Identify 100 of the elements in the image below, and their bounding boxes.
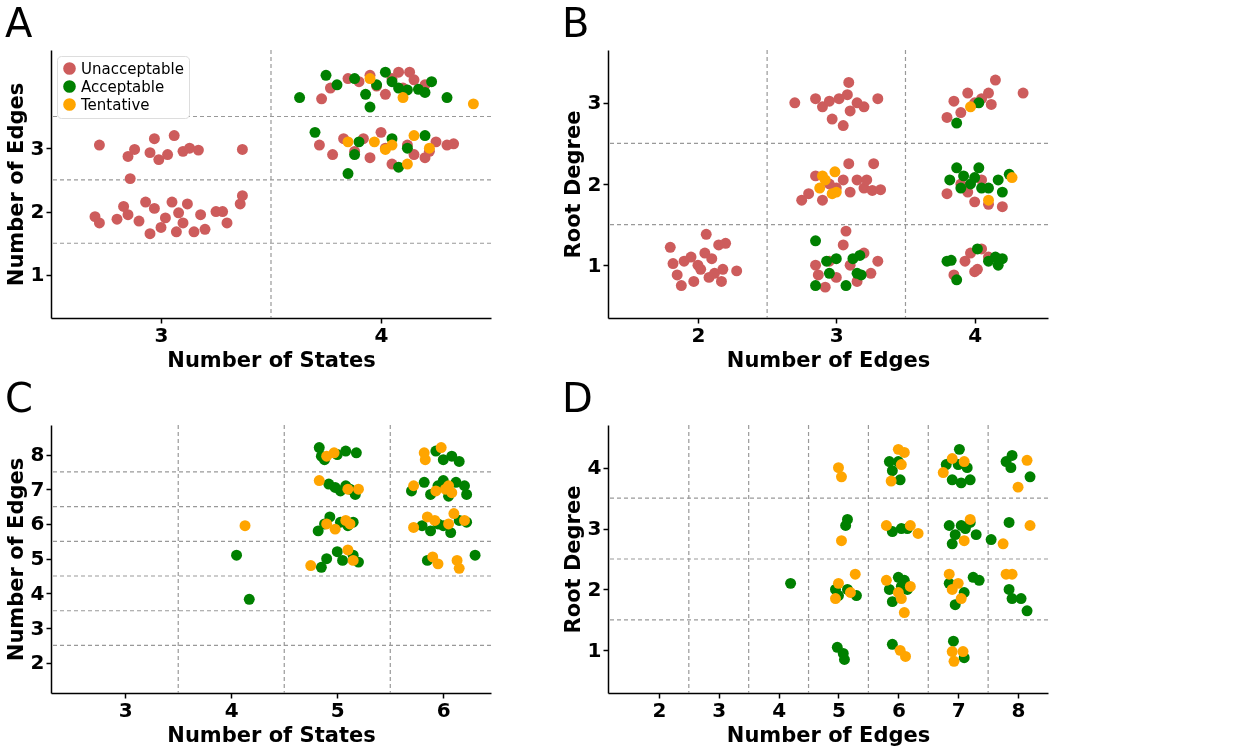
point (898, 607, 910, 619)
point (347, 554, 359, 566)
point (823, 267, 835, 279)
point (418, 476, 430, 488)
point (342, 544, 354, 556)
point (958, 535, 970, 547)
point (1003, 516, 1015, 528)
point (425, 525, 437, 537)
point (835, 471, 847, 483)
point (352, 483, 364, 495)
point (965, 101, 976, 113)
x-tick-label: 3 (154, 322, 169, 347)
chart-title: B (562, 0, 590, 47)
y-tick-label: 3 (30, 615, 45, 640)
x-axis-title: Number of Edges (726, 347, 931, 372)
point (886, 596, 898, 608)
y-tick-label: 2 (587, 576, 602, 601)
point (448, 508, 460, 519)
point (1024, 520, 1036, 531)
y-tick-label: 1 (587, 637, 602, 662)
point (453, 455, 465, 467)
point (315, 561, 327, 573)
point (239, 520, 251, 532)
y-tick-label: 6 (30, 511, 45, 536)
point (349, 73, 361, 84)
point (453, 562, 465, 574)
point (957, 646, 969, 658)
point (243, 593, 255, 605)
x-tick-label: 3 (118, 697, 133, 722)
point (231, 549, 243, 561)
x-tick-label: 4 (374, 322, 389, 347)
legend-label: Tentative (80, 95, 150, 114)
point (329, 523, 341, 535)
x-axis-title: Number of States (167, 722, 376, 747)
point (445, 527, 457, 539)
point (446, 450, 458, 462)
point (342, 168, 354, 180)
y-axis-title: Root Degree (560, 485, 585, 634)
point (983, 194, 994, 206)
point (469, 549, 481, 561)
y-tick-label: 3 (587, 90, 602, 115)
point (949, 529, 961, 541)
point (854, 250, 866, 261)
point (895, 593, 907, 605)
point (461, 488, 473, 500)
point (819, 174, 831, 186)
point (898, 446, 910, 458)
point (955, 477, 967, 489)
point (951, 274, 963, 286)
point (419, 86, 431, 98)
point (441, 92, 453, 103)
point (1005, 462, 1017, 474)
x-tick-label: 6 (436, 697, 451, 722)
point (419, 454, 431, 466)
point (349, 149, 361, 161)
x-tick-label: 3 (829, 322, 844, 347)
point (1015, 593, 1027, 605)
y-tick-label: 2 (587, 171, 602, 196)
point (432, 558, 444, 570)
point (833, 577, 844, 589)
x-tick-label: 6 (891, 697, 906, 722)
point (814, 182, 826, 194)
y-tick-label: 3 (587, 516, 602, 541)
point (944, 174, 956, 186)
point (342, 136, 354, 148)
point (849, 568, 861, 580)
point (294, 92, 306, 103)
point (880, 574, 892, 586)
y-axis-title: Root Degree (560, 110, 585, 259)
point (408, 480, 420, 492)
point (401, 158, 413, 170)
point (971, 243, 983, 255)
point (1021, 454, 1033, 466)
point (309, 126, 321, 138)
point (880, 520, 892, 531)
point (946, 474, 958, 486)
point (1021, 605, 1033, 617)
point (1006, 449, 1018, 461)
point (321, 553, 333, 565)
y-tick-label: 8 (30, 442, 45, 467)
point (393, 161, 405, 173)
x-tick-label: 5 (832, 697, 846, 722)
point (785, 577, 797, 589)
point (955, 182, 967, 194)
y-tick-label: 3 (30, 135, 45, 160)
point (900, 650, 911, 662)
point (379, 66, 391, 78)
point (996, 186, 1008, 198)
point (331, 79, 343, 91)
y-axis-title: Number of Edges (3, 457, 28, 662)
point (838, 654, 850, 665)
y-tick-label: 4 (587, 455, 602, 480)
point (312, 525, 324, 537)
point (985, 534, 997, 545)
point (943, 568, 955, 580)
point (946, 538, 958, 550)
point (1024, 471, 1036, 483)
x-axis-title: Number of Edges (726, 722, 931, 747)
point (948, 655, 960, 667)
point (951, 162, 963, 174)
